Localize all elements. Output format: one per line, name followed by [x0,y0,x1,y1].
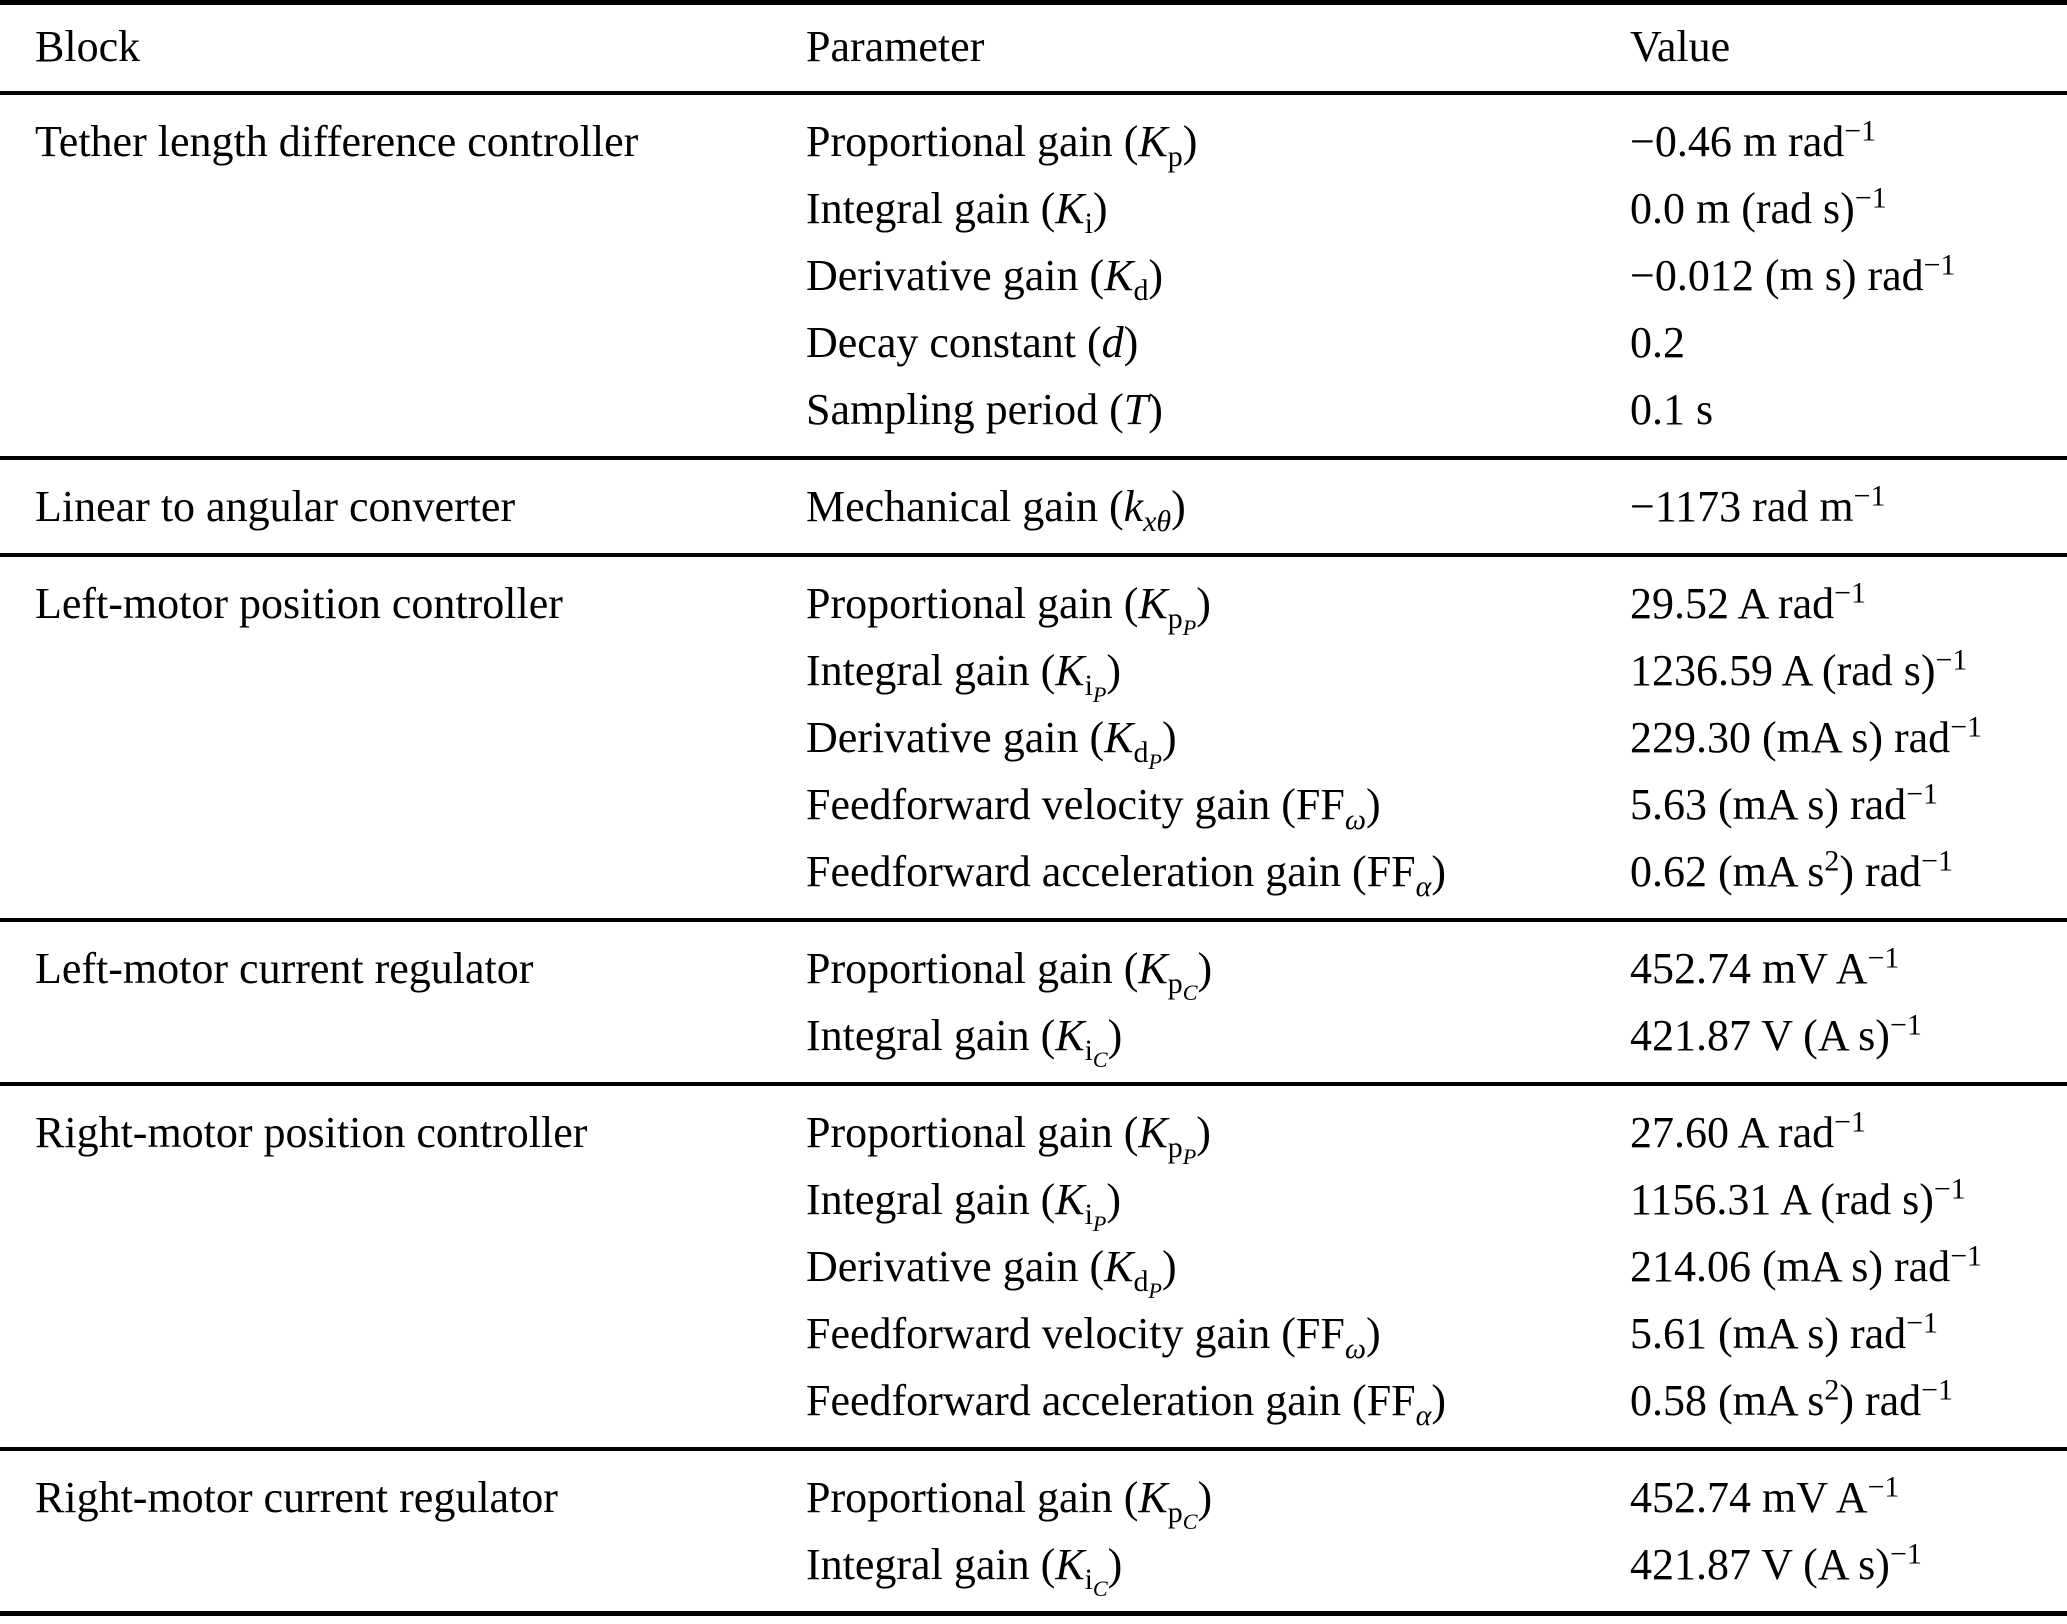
block-cell: Left-motor position controller [0,555,806,920]
value-line: −0.46 m rad−1 [1630,114,1877,166]
parameter-line: Integral gain (KiC) [806,1011,1123,1072]
section-row: Tether length difference controller Prop… [0,93,2067,458]
parameter-cell: Proportional gain (KpC) Integral gain (K… [806,1449,1630,1614]
value-cell: 452.74 mV A−1 421.87 V (A s)−1 [1630,1449,2067,1614]
section-left-motor-position-controller: Left-motor position controller Proportio… [0,555,2067,920]
block-name: Left-motor position controller [35,579,563,628]
parameter-line: Feedforward acceleration gain (FFα) [806,847,1446,903]
parameter-cell: Proportional gain (KpP) Integral gain (K… [806,1084,1630,1449]
column-header-value: Value [1630,22,1731,71]
parameter-line: Integral gain (KiP) [806,646,1122,707]
block-cell: Right-motor position controller [0,1084,806,1449]
parameter-line: Integral gain (KiC) [806,1540,1123,1601]
value-line: 5.63 (mA s) rad−1 [1630,777,1939,829]
parameter-line: Derivative gain (KdP) [806,1242,1177,1303]
section-left-motor-current-regulator: Left-motor current regulator Proportiona… [0,920,2067,1084]
value-line: 1156.31 A (rad s)−1 [1630,1172,1966,1224]
column-header-block: Block [35,22,141,71]
section-row: Left-motor current regulator Proportiona… [0,920,2067,1084]
value-line: −0.012 (m s) rad−1 [1630,248,1956,300]
value-line: 214.06 (mA s) rad−1 [1630,1239,1983,1291]
section-tether-length-difference-controller: Tether length difference controller Prop… [0,93,2067,458]
parameter-line: Integral gain (Ki) [806,184,1108,240]
section-row: Linear to angular converter Mechanical g… [0,458,2067,555]
section-row: Right-motor position controller Proporti… [0,1084,2067,1449]
section-row: Right-motor current regulator Proportion… [0,1449,2067,1614]
block-name: Linear to angular converter [35,482,516,531]
parameter-line: Decay constant (d) [806,318,1139,367]
value-line: −1173 rad m−1 [1630,479,1886,531]
block-name: Left-motor current regulator [35,944,534,993]
parameter-line: Feedforward velocity gain (FFω) [806,780,1381,836]
value-line: 0.1 s [1630,385,1714,434]
header-row: Block Parameter Value [0,3,2067,93]
value-line: 421.87 V (A s)−1 [1630,1008,1922,1060]
parameter-line: Proportional gain (KpC) [806,944,1213,1005]
block-name: Right-motor current regulator [35,1473,558,1522]
parameter-line: Derivative gain (KdP) [806,713,1177,774]
value-line: 452.74 mV A−1 [1630,1470,1900,1522]
section-right-motor-position-controller: Right-motor position controller Proporti… [0,1084,2067,1449]
value-cell: 452.74 mV A−1 421.87 V (A s)−1 [1630,920,2067,1084]
parameter-cell: Proportional gain (KpP) Integral gain (K… [806,555,1630,920]
block-name: Right-motor position controller [35,1108,588,1157]
column-header-parameter: Parameter [806,22,985,71]
block-cell: Right-motor current regulator [0,1449,806,1614]
value-cell: −0.46 m rad−1 0.0 m (rad s)−1 −0.012 (m … [1630,93,2067,458]
parameter-line: Feedforward velocity gain (FFω) [806,1309,1381,1365]
value-cell: 27.60 A rad−1 1156.31 A (rad s)−1 214.06… [1630,1084,2067,1449]
table-header: Block Parameter Value [0,3,2067,93]
section-row: Left-motor position controller Proportio… [0,555,2067,920]
section-linear-to-angular-converter: Linear to angular converter Mechanical g… [0,458,2067,555]
value-line: 27.60 A rad−1 [1630,1105,1866,1157]
value-line: 0.0 m (rad s)−1 [1630,181,1887,233]
value-line: 0.58 (mA s2) rad−1 [1630,1373,1953,1425]
section-right-motor-current-regulator: Right-motor current regulator Proportion… [0,1449,2067,1614]
parameter-cell: Proportional gain (KpC) Integral gain (K… [806,920,1630,1084]
value-cell: −1173 rad m−1 [1630,458,2067,555]
parameter-line: Sampling period (T) [806,385,1163,434]
value-line: 29.52 A rad−1 [1630,576,1866,628]
parameter-line: Integral gain (KiP) [806,1175,1122,1236]
value-line: 421.87 V (A s)−1 [1630,1537,1922,1589]
parameter-cell: Mechanical gain (kxθ) [806,458,1630,555]
parameter-cell: Proportional gain (Kp) Integral gain (Ki… [806,93,1630,458]
parameter-line: Derivative gain (Kd) [806,251,1164,307]
parameter-line: Proportional gain (Kp) [806,117,1198,173]
value-line: 0.2 [1630,318,1685,367]
parameter-line: Proportional gain (KpP) [806,1108,1211,1169]
value-line: 452.74 mV A−1 [1630,941,1900,993]
parameter-line: Proportional gain (KpP) [806,579,1211,640]
block-cell: Left-motor current regulator [0,920,806,1084]
block-name: Tether length difference controller [35,117,639,166]
value-line: 0.62 (mA s2) rad−1 [1630,844,1953,896]
parameter-line: Mechanical gain (kxθ) [806,482,1186,538]
parameter-line: Proportional gain (KpC) [806,1473,1213,1534]
value-line: 5.61 (mA s) rad−1 [1630,1306,1939,1358]
value-line: 229.30 (mA s) rad−1 [1630,710,1983,762]
value-line: 1236.59 A (rad s)−1 [1630,643,1968,695]
parameter-line: Feedforward acceleration gain (FFα) [806,1376,1446,1432]
block-cell: Linear to angular converter [0,458,806,555]
value-cell: 29.52 A rad−1 1236.59 A (rad s)−1 229.30… [1630,555,2067,920]
block-cell: Tether length difference controller [0,93,806,458]
